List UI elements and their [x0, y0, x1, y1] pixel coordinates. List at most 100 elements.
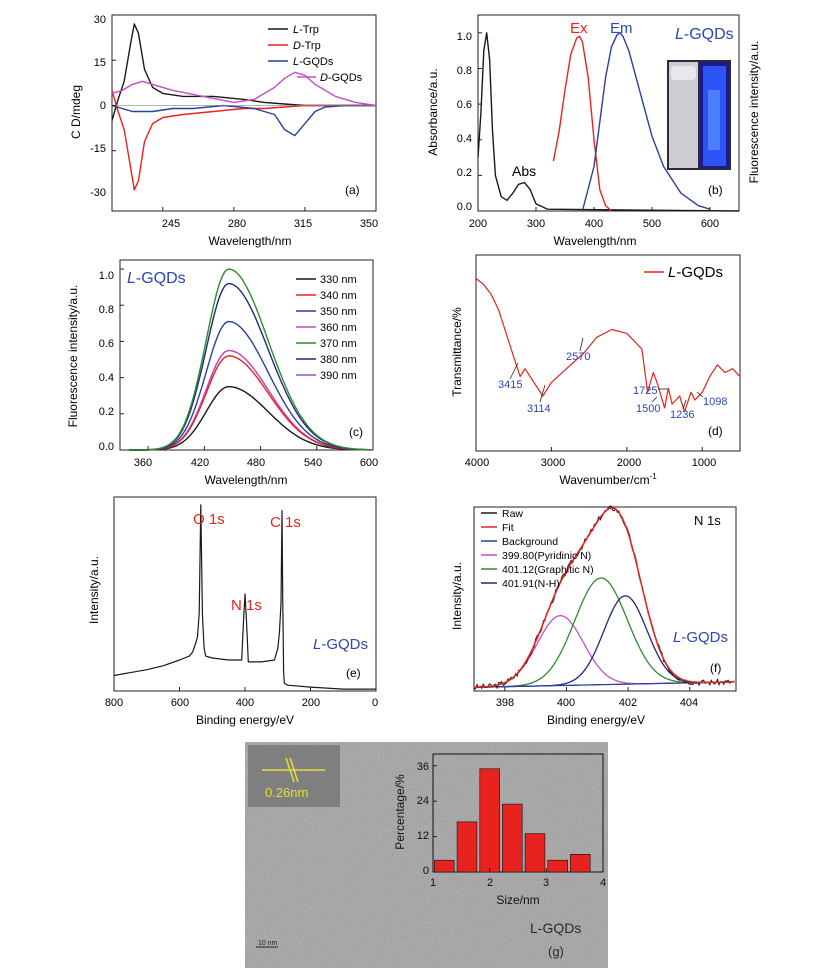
panel-g-xtick: 3	[543, 877, 549, 889]
legend-background: Background	[502, 536, 558, 548]
panel-a: C D/mdeg Wavelength/nm (a) 245 280 315 3…	[69, 14, 378, 248]
panel-b-xtick: 600	[701, 218, 719, 230]
panel-e-xtick: 800	[105, 697, 123, 709]
peak-1236: 1236	[670, 409, 694, 421]
panel-d-peak-arrows	[509, 337, 704, 410]
hist-bar	[456, 821, 478, 873]
panel-e-xtick: 0	[372, 697, 378, 709]
legend-raw: Raw	[502, 508, 523, 520]
panel-e: Intensity/a.u. Binding energy/eV (e) 800…	[87, 496, 378, 727]
series-background	[474, 681, 735, 688]
panel-g: 0.26nm 10 nm L-GQDs (g) Percentage/% Siz…	[245, 742, 608, 968]
panel-b-title: L-GQDs	[675, 26, 734, 43]
panel-e-c1s: C 1s	[270, 514, 301, 531]
series-d-gqds	[111, 71, 377, 107]
panel-e-title: L-GQDs	[313, 636, 368, 653]
hist-bar	[434, 859, 455, 873]
panel-b-xtick: 200	[469, 218, 487, 230]
panel-g-ylabel: Percentage/%	[393, 774, 407, 850]
panel-b-xlabel: Wavelength/nm	[554, 234, 637, 248]
panel-c-xtick: 360	[134, 457, 152, 469]
panel-b-ytick: 0.4	[457, 133, 472, 145]
panel-c-ytick: 0.6	[99, 338, 114, 350]
panel-f-tag: (f)	[710, 661, 721, 675]
legend-360: 360 nm	[320, 322, 357, 334]
panel-c-ytick: 1.0	[99, 270, 114, 282]
panel-c-ytick: 0.2	[99, 406, 114, 418]
panel-a-xtick: 245	[162, 218, 180, 230]
legend-330: 330 nm	[320, 274, 357, 286]
panel-c-xtick: 480	[247, 457, 265, 469]
panel-a-ytick: -30	[90, 187, 106, 199]
panel-b-series	[477, 32, 740, 212]
tem-inset	[248, 745, 340, 807]
panel-d-peak-labels: 3415 3114 2570 1725 1500 1236 1098	[498, 351, 727, 421]
legend-d-trp: D-Trp	[293, 40, 321, 52]
legend-fit: Fit	[502, 522, 514, 534]
panel-a-tag: (a)	[345, 183, 360, 197]
series-ex	[552, 35, 612, 212]
panel-c-ytick: 0.8	[99, 304, 114, 316]
panel-g-sample: L-GQDs	[530, 920, 581, 936]
legend-390: 390 nm	[320, 370, 357, 382]
series-350-nm	[129, 320, 372, 451]
series-fit	[473, 507, 735, 689]
panel-a-xlabel: Wavelength/nm	[209, 234, 292, 248]
panel-f-sample: L-GQDs	[673, 629, 728, 646]
hist-bar	[524, 833, 546, 873]
panel-e-tag: (e)	[346, 666, 361, 680]
panel-c-title: L-GQDs	[127, 270, 186, 287]
panel-b-tag: (b)	[708, 183, 723, 197]
series-370-nm	[129, 268, 372, 451]
panel-e-o1s: O 1s	[193, 511, 225, 528]
panel-c-frame	[119, 259, 374, 451]
panel-b-xtick: 300	[527, 218, 545, 230]
panel-g-ytick: 12	[417, 830, 429, 842]
scale-bar-label: 10 nm	[258, 940, 278, 947]
panel-a-series	[111, 23, 377, 211]
panel-f-legend: Raw Fit Background 399.80(Pyridinic N) 4…	[481, 508, 594, 590]
panel-c-xtick: 420	[191, 457, 209, 469]
panel-b-ytick: 0.0	[457, 201, 472, 213]
panel-g-ytick: 24	[417, 795, 429, 807]
panel-a-frame	[111, 14, 377, 212]
panel-d-xtick: 3000	[541, 457, 565, 469]
panel-a-ytick: -15	[90, 143, 106, 155]
panel-e-series	[113, 504, 376, 691]
panel-a-xtick: 280	[228, 218, 246, 230]
panel-f-xtick: 398	[496, 697, 514, 709]
panel-f-xlabel: Binding energy/eV	[547, 713, 645, 727]
hist-bar	[479, 768, 500, 873]
panel-c: Fluorescence intensity/a.u. Wavelength/n…	[66, 259, 378, 487]
panel-g-xtick: 4	[600, 877, 606, 889]
panel-b-em-label: Em	[610, 20, 633, 37]
panel-b-ytick: 0.2	[457, 167, 472, 179]
panel-b: Absorbance/a.u. Fluorescence intensity/a…	[426, 14, 761, 248]
legend-l-trp: L-Trp	[293, 24, 319, 36]
panel-c-ytick: 0.4	[99, 372, 114, 384]
panel-f-frame	[473, 506, 737, 692]
vial-photo	[667, 60, 731, 170]
panel-b-ylabel: Absorbance/a.u.	[426, 68, 440, 155]
panel-c-xtick: 600	[360, 457, 378, 469]
panel-f-ylabel: Intensity/a.u.	[450, 562, 464, 630]
panel-a-xtick: 350	[360, 218, 378, 230]
panel-g-xtick: 1	[430, 877, 436, 889]
series-330-nm	[129, 386, 372, 451]
panel-b-xtick: 400	[585, 218, 603, 230]
panel-f-series	[473, 505, 735, 691]
legend-pyridinic: 399.80(Pyridinic N)	[502, 550, 591, 562]
hist-bar	[570, 853, 591, 873]
panel-d: Transmittance/% Wavenumber/cm-1 (d) 4000…	[450, 254, 741, 487]
panel-g-xlabel: Size/nm	[496, 893, 539, 907]
panel-f-xtick: 404	[680, 697, 698, 709]
series-l-gqds	[113, 504, 376, 690]
panel-a-ylabel: C D/mdeg	[69, 85, 83, 139]
peak-2570: 2570	[566, 351, 590, 363]
hist-bar	[547, 859, 568, 873]
panel-e-n1s: N 1s	[231, 597, 262, 614]
panel-g-tag: (g)	[548, 944, 564, 959]
panel-d-tag: (d)	[708, 424, 723, 438]
hist-bars	[433, 765, 591, 873]
